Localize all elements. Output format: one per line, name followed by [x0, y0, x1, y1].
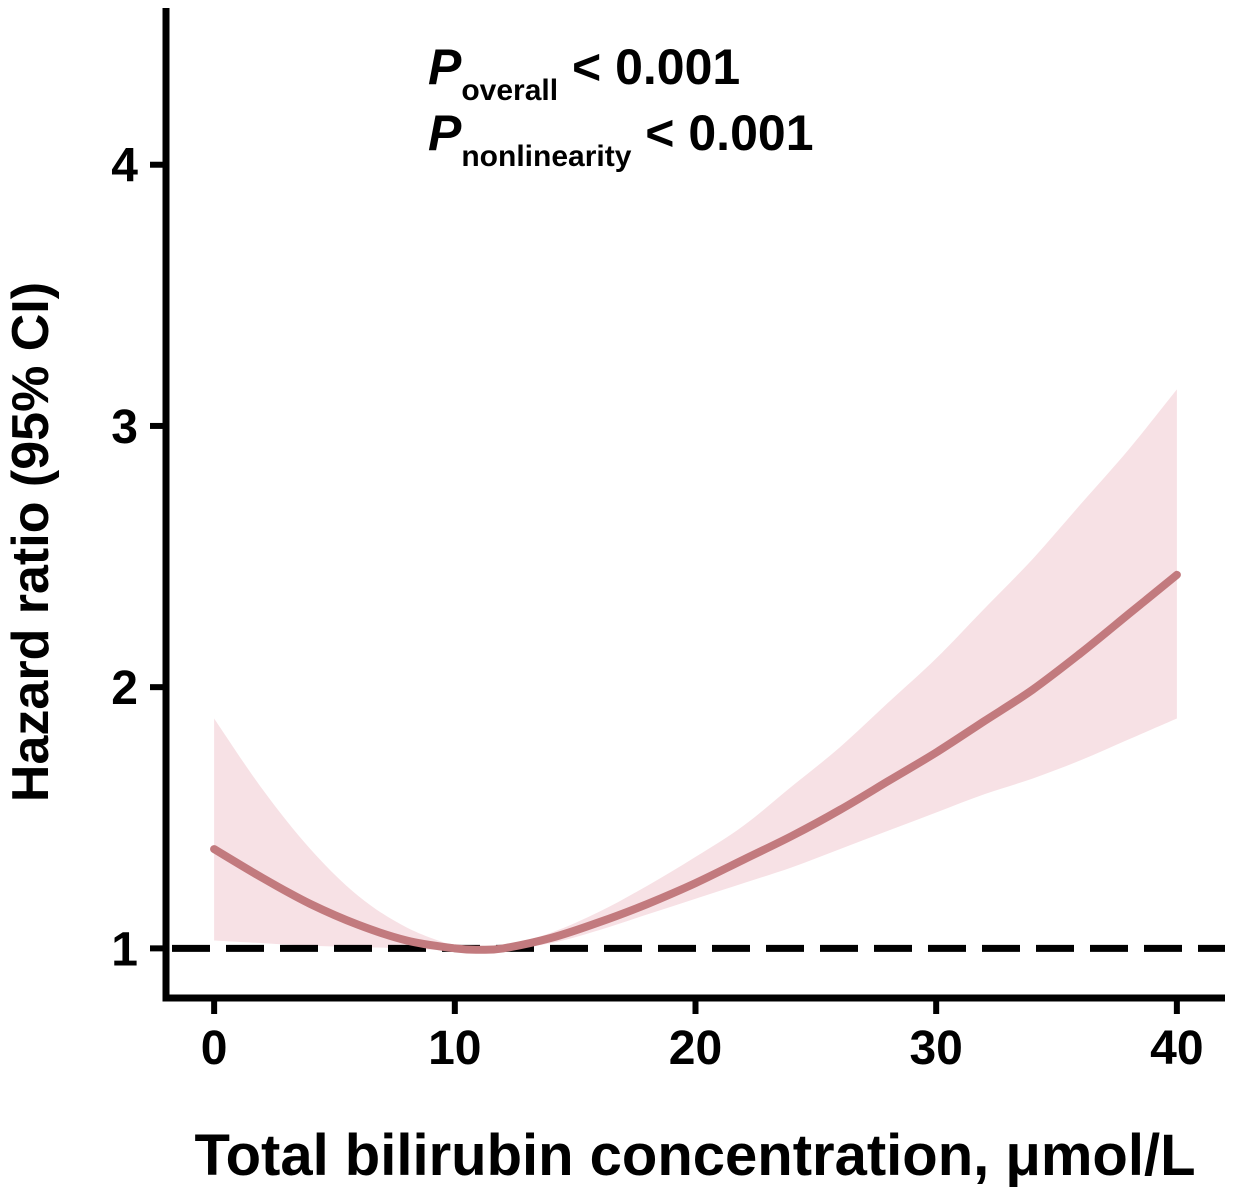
y-axis-ticks: 1 2 3 4 — [111, 140, 166, 976]
p-value: < 0.001 — [631, 105, 813, 161]
x-tick-label: 30 — [909, 1022, 962, 1075]
x-tick-label: 10 — [428, 1022, 481, 1075]
y-tick-label: 1 — [111, 923, 138, 976]
hazard-ratio-curve — [210, 570, 1181, 954]
y-tick-label: 3 — [111, 401, 138, 454]
p-value-annotations: Poverall < 0.001 Pnonlinearity < 0.001 — [428, 39, 814, 173]
p-subscript: overall — [461, 74, 558, 107]
y-tick-label: 2 — [111, 662, 138, 715]
x-tick-label: 0 — [201, 1022, 228, 1075]
x-axis-title: Total bilirubin concentration, μmol/L — [194, 1123, 1195, 1188]
x-tick-label: 20 — [669, 1022, 722, 1075]
x-tick-label: 40 — [1150, 1022, 1203, 1075]
p-symbol: P — [428, 105, 462, 161]
p-nonlinearity-annotation: Pnonlinearity < 0.001 — [428, 105, 814, 173]
p-symbol: P — [428, 39, 462, 95]
p-value: < 0.001 — [558, 39, 740, 95]
p-subscript: nonlinearity — [461, 140, 631, 173]
p-overall-annotation: Poverall < 0.001 — [428, 39, 740, 107]
x-axis-ticks: 0 10 20 30 40 — [201, 998, 1204, 1075]
y-axis-title: Hazard ratio (95% CI) — [2, 282, 60, 802]
y-tick-label: 4 — [111, 140, 138, 193]
confidence-band — [214, 389, 1177, 952]
